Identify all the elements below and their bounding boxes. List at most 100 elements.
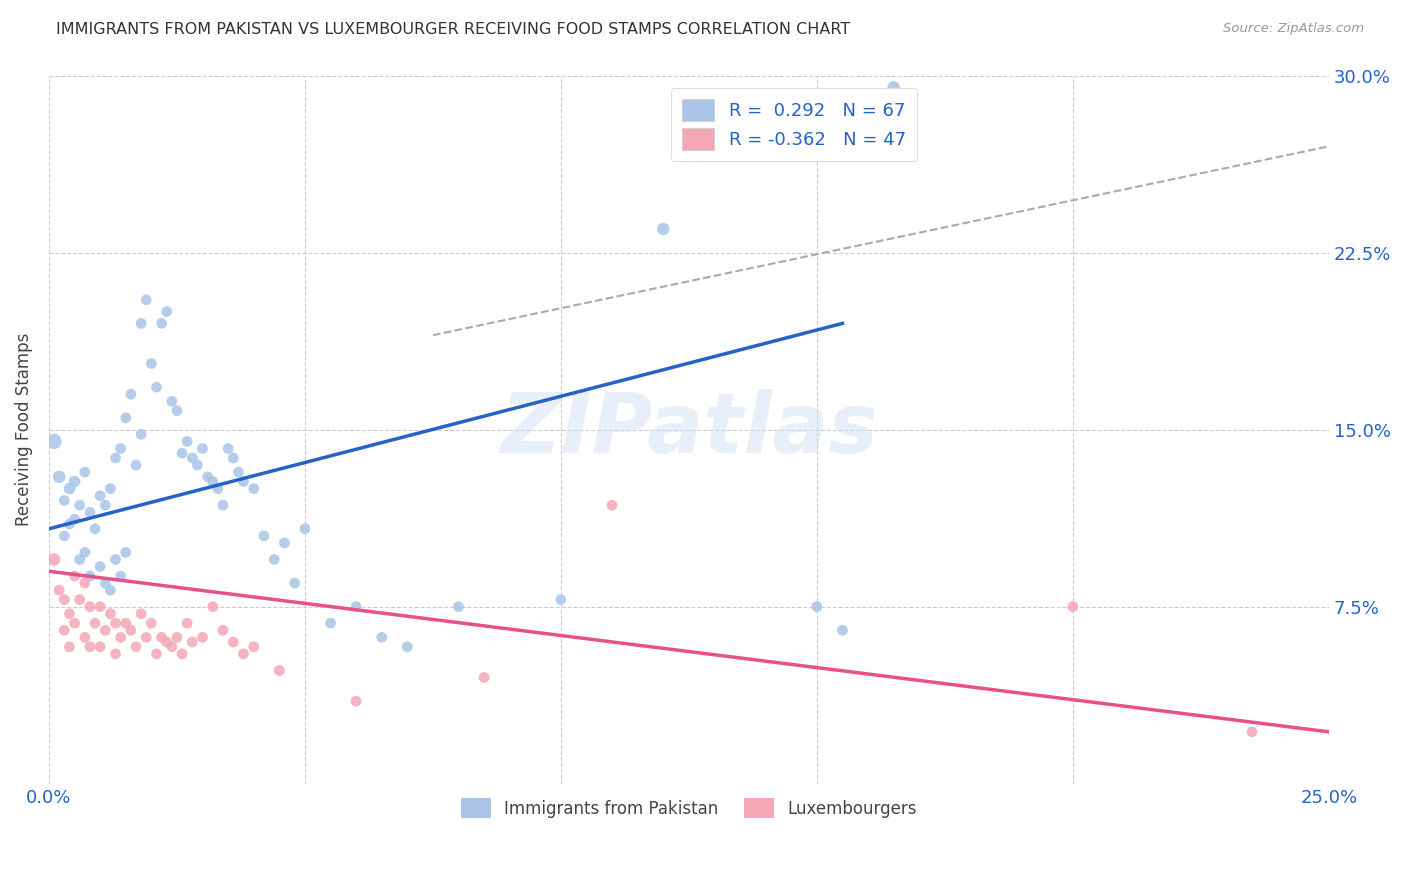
Point xyxy=(114,545,136,559)
Point xyxy=(232,475,254,489)
Point xyxy=(129,607,152,621)
Point xyxy=(150,631,173,645)
Point xyxy=(104,552,127,566)
Point xyxy=(150,317,173,331)
Point xyxy=(135,631,157,645)
Point xyxy=(73,631,96,645)
Point xyxy=(217,442,239,456)
Point xyxy=(100,482,122,496)
Point xyxy=(319,616,342,631)
Point xyxy=(73,465,96,479)
Point xyxy=(120,624,142,638)
Point xyxy=(294,522,316,536)
Point xyxy=(53,624,76,638)
Point xyxy=(212,498,235,512)
Point xyxy=(89,559,111,574)
Point xyxy=(63,512,86,526)
Point xyxy=(170,446,193,460)
Point xyxy=(79,505,101,519)
Point xyxy=(104,647,127,661)
Point xyxy=(201,475,224,489)
Point xyxy=(73,545,96,559)
Point xyxy=(114,410,136,425)
Point xyxy=(550,592,572,607)
Point xyxy=(94,624,117,638)
Point xyxy=(73,576,96,591)
Point xyxy=(207,482,229,496)
Point xyxy=(652,222,675,236)
Point xyxy=(273,536,295,550)
Point xyxy=(100,583,122,598)
Point xyxy=(53,529,76,543)
Point xyxy=(135,293,157,307)
Point xyxy=(242,482,264,496)
Point xyxy=(176,434,198,449)
Point xyxy=(186,458,208,472)
Point xyxy=(42,552,65,566)
Point xyxy=(176,616,198,631)
Point xyxy=(222,450,245,465)
Point xyxy=(53,493,76,508)
Point xyxy=(58,482,80,496)
Point xyxy=(145,380,167,394)
Point xyxy=(253,529,276,543)
Point xyxy=(48,470,70,484)
Point xyxy=(63,569,86,583)
Point xyxy=(89,599,111,614)
Point xyxy=(472,671,495,685)
Point xyxy=(42,434,65,449)
Point xyxy=(79,569,101,583)
Point xyxy=(232,647,254,661)
Point xyxy=(104,616,127,631)
Point xyxy=(69,592,91,607)
Point xyxy=(125,640,148,654)
Point xyxy=(58,607,80,621)
Point xyxy=(1240,724,1263,739)
Point xyxy=(156,635,179,649)
Point xyxy=(141,616,163,631)
Point xyxy=(89,640,111,654)
Point xyxy=(197,470,219,484)
Point xyxy=(104,450,127,465)
Point xyxy=(145,647,167,661)
Point xyxy=(447,599,470,614)
Point xyxy=(831,624,853,638)
Point xyxy=(89,489,111,503)
Point xyxy=(94,498,117,512)
Point xyxy=(79,599,101,614)
Point xyxy=(58,640,80,654)
Point xyxy=(84,616,107,631)
Point xyxy=(84,522,107,536)
Point xyxy=(63,616,86,631)
Point xyxy=(94,576,117,591)
Point xyxy=(1062,599,1084,614)
Point xyxy=(48,583,70,598)
Point xyxy=(63,475,86,489)
Point xyxy=(141,357,163,371)
Point xyxy=(370,631,392,645)
Point xyxy=(284,576,307,591)
Text: Source: ZipAtlas.com: Source: ZipAtlas.com xyxy=(1223,22,1364,36)
Point xyxy=(125,458,148,472)
Point xyxy=(396,640,419,654)
Point xyxy=(156,304,179,318)
Point xyxy=(181,450,204,465)
Point xyxy=(222,635,245,649)
Point xyxy=(600,498,623,512)
Point xyxy=(242,640,264,654)
Point xyxy=(58,517,80,532)
Point xyxy=(344,694,367,708)
Point xyxy=(212,624,235,638)
Point xyxy=(166,403,188,417)
Point xyxy=(69,552,91,566)
Point xyxy=(129,427,152,442)
Point xyxy=(344,599,367,614)
Point xyxy=(129,317,152,331)
Text: ZIPatlas: ZIPatlas xyxy=(501,389,877,470)
Point xyxy=(201,599,224,614)
Point xyxy=(191,631,214,645)
Point xyxy=(883,80,905,95)
Point xyxy=(269,664,291,678)
Point xyxy=(191,442,214,456)
Point xyxy=(166,631,188,645)
